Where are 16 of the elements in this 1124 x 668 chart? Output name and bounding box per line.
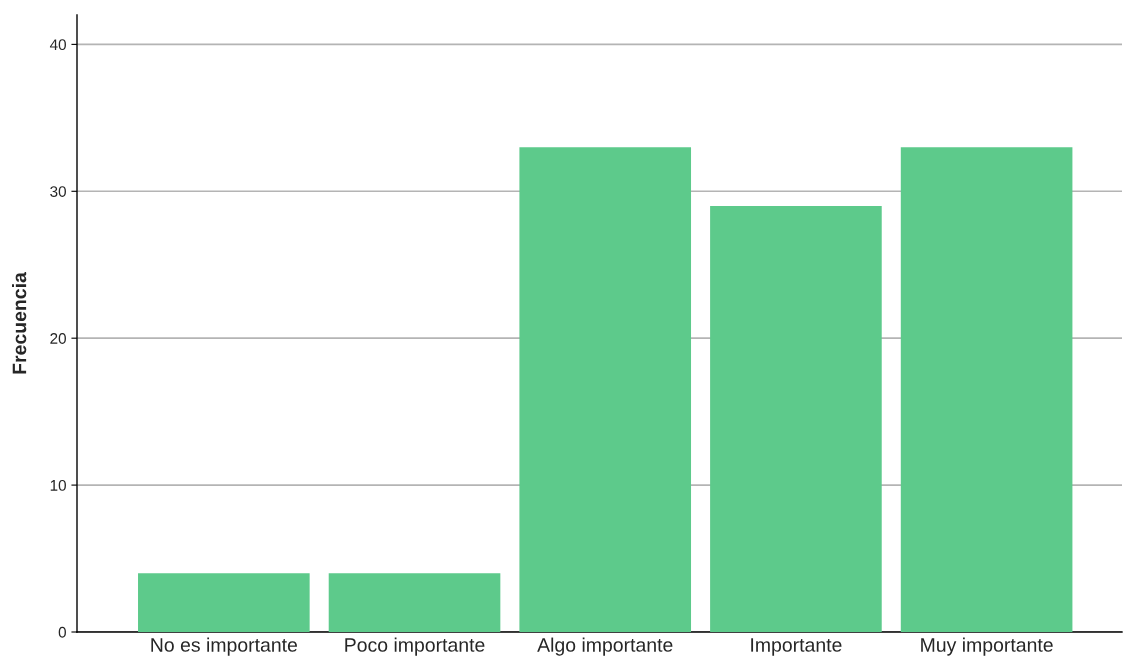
bar bbox=[519, 147, 692, 632]
y-axis-title: Frecuencia bbox=[12, 272, 27, 374]
x-tick-label: No es importante bbox=[151, 637, 298, 656]
y-tick-label: 0 bbox=[58, 626, 66, 638]
x-tick-label: Algo importante bbox=[537, 637, 673, 656]
bar bbox=[328, 573, 501, 632]
y-tick-label: 20 bbox=[50, 333, 66, 344]
bar bbox=[900, 147, 1073, 632]
x-tick-label: Poco importante bbox=[345, 637, 485, 656]
x-tick-label: Muy importante bbox=[921, 637, 1053, 656]
y-tick-label: 40 bbox=[49, 39, 66, 51]
bar bbox=[138, 573, 310, 632]
x-tick-label: Importante bbox=[751, 638, 842, 656]
bar bbox=[710, 205, 882, 632]
y-tick-label: 30 bbox=[50, 186, 66, 197]
y-tick-label: 10 bbox=[50, 479, 66, 491]
